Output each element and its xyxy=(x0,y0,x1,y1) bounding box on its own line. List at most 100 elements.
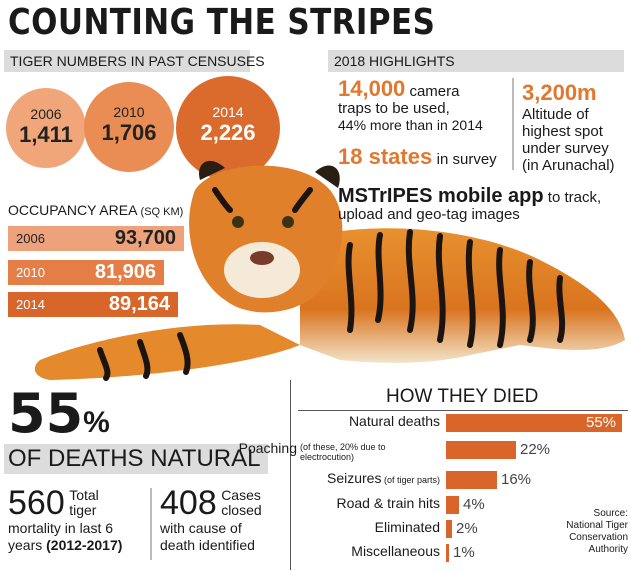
camera-traps-number: 14,000 xyxy=(338,76,406,101)
mortality-divider xyxy=(150,488,152,560)
tiger-ear-right xyxy=(315,165,340,188)
census-header: TIGER NUMBERS IN PAST CENSUSES xyxy=(4,50,265,72)
highlight-app: MSTrIPES mobile app to track, upload and… xyxy=(338,185,628,223)
bar xyxy=(446,544,449,562)
chart-title: HOW THEY DIED xyxy=(386,386,539,407)
app-text: to track, xyxy=(547,189,602,206)
census-circle-2006: 2006 1,411 xyxy=(6,88,86,168)
mortality-cases-text: death identified xyxy=(160,537,255,553)
altitude-text: under survey xyxy=(522,140,609,157)
bar-value: 16% xyxy=(501,471,532,488)
mortality-cases: 408 Cases closed with cause of death ide… xyxy=(160,486,290,554)
bar-label: Road & train hits xyxy=(337,495,441,511)
mortality-cases-text: closed xyxy=(221,502,262,518)
occupancy-bar-2010: 2010 81,906 xyxy=(8,260,164,285)
bar-category: Miscellaneous xyxy=(351,543,440,559)
bar-value: 2% xyxy=(456,520,478,537)
tiger-ear-left xyxy=(199,160,225,180)
highlights-divider xyxy=(512,78,514,170)
states-number: 18 states xyxy=(338,144,433,169)
mortality-cases-text: with cause of xyxy=(160,520,242,536)
bar-value: 22% xyxy=(520,441,551,458)
census-value: 1,706 xyxy=(101,120,157,145)
occupancy-bar-2006: 2006 93,700 xyxy=(8,226,184,251)
highlight-altitude: 3,200m Altitude of highest spot under su… xyxy=(522,80,627,174)
bar xyxy=(446,471,497,489)
occupancy-year: 2010 xyxy=(16,265,45,280)
occupancy-unit: (SQ KM) xyxy=(140,206,184,218)
occupancy-year: 2014 xyxy=(16,297,45,312)
census-circle-2014: 2014 2,226 xyxy=(176,76,280,180)
source-line: Conservation xyxy=(569,532,628,543)
census-year: 2014 xyxy=(212,104,244,120)
occupancy-value: 89,164 xyxy=(108,293,170,315)
occupancy-title: OCCUPANCY AREA xyxy=(8,202,137,218)
occupancy-value: 81,906 xyxy=(94,261,156,283)
bar-category: Natural deaths xyxy=(348,413,440,429)
tiger-muzzle xyxy=(224,242,300,298)
app-name: MSTrIPES mobile app xyxy=(338,185,544,207)
natural-percent-symbol: % xyxy=(83,406,110,439)
altitude-text: (in Arunachal) xyxy=(522,157,615,174)
tiger-eye-left xyxy=(232,216,244,228)
census-value: 1,411 xyxy=(19,122,73,147)
source-line: National Tiger xyxy=(566,520,628,531)
mortality-total-text: Total xyxy=(69,487,99,503)
tiger-eye-right xyxy=(282,216,294,228)
natural-percent: 55% xyxy=(8,382,110,445)
bar-value: 1% xyxy=(453,544,475,561)
chart-divider xyxy=(290,380,291,570)
bar-label: Eliminated xyxy=(375,519,440,535)
camera-traps-text: 44% more than in 2014 xyxy=(338,117,483,133)
natural-percent-value: 55 xyxy=(8,382,84,445)
tiger-stripes xyxy=(97,187,566,381)
highlight-states: 18 states in survey xyxy=(338,144,497,170)
bar xyxy=(446,520,452,538)
mortality-total: 560 Total tiger mortality in last 6 year… xyxy=(8,486,148,554)
page-title: COUNTING THE STRIPES xyxy=(8,2,436,43)
census-year: 2006 xyxy=(30,106,62,122)
bar xyxy=(446,496,459,514)
bar-label: Seizures (of tiger parts) xyxy=(327,470,440,486)
census-circle-2010: 2010 1,706 xyxy=(84,82,174,172)
natural-label: OF DEATHS NATURAL xyxy=(4,444,268,474)
bar-note: (of tiger parts) xyxy=(381,475,440,485)
states-text: in survey xyxy=(436,151,497,168)
occupancy-header: OCCUPANCY AREA (SQ KM) xyxy=(8,202,183,218)
bar xyxy=(446,441,516,459)
mortality-years: (2012-2017) xyxy=(46,537,123,553)
mortality-total-text: mortality in last 6 xyxy=(8,520,114,536)
altitude-text: highest spot xyxy=(522,123,603,140)
source-note: Source: National Tiger Conservation Auth… xyxy=(538,508,628,556)
app-text: upload and geo-tag images xyxy=(338,206,520,223)
source-line: Authority xyxy=(588,544,628,555)
bar-category: Poaching xyxy=(238,440,297,456)
highlight-camera-traps: 14,000 camera traps to be used, 44% more… xyxy=(338,78,508,134)
camera-traps-text: camera xyxy=(409,83,460,100)
census-value: 2,226 xyxy=(200,120,256,145)
highlights-header: 2018 HIGHLIGHTS xyxy=(328,50,624,72)
source-line: Source: xyxy=(593,508,628,519)
mortality-total-text: tiger xyxy=(69,502,97,518)
bar-label: Miscellaneous xyxy=(351,543,440,559)
tiger-front-leg xyxy=(34,324,300,380)
bar-value: 4% xyxy=(463,496,485,513)
bar-category: Seizures xyxy=(327,470,382,486)
altitude-number: 3,200m xyxy=(522,80,597,105)
tiger-nose xyxy=(250,251,274,265)
census-year: 2010 xyxy=(113,104,145,120)
mortality-cases-number: 408 xyxy=(160,484,217,522)
bar-value: 55% xyxy=(586,414,617,431)
bar-label: Poaching (of these, 20% due to electrocu… xyxy=(239,440,440,462)
bar xyxy=(446,414,622,432)
occupancy-bar-2014: 2014 89,164 xyxy=(8,292,178,317)
bar-category: Eliminated xyxy=(374,519,440,535)
tiger-illustration xyxy=(34,160,625,381)
camera-traps-text: traps to be used, xyxy=(338,100,450,117)
mortality-total-number: 560 xyxy=(8,484,65,522)
bar-category: Road & train hits xyxy=(336,495,441,511)
altitude-text: Altitude of xyxy=(522,106,589,123)
occupancy-year: 2006 xyxy=(16,231,45,246)
chart-title-rule xyxy=(298,410,628,411)
occupancy-value: 93,700 xyxy=(114,227,176,249)
